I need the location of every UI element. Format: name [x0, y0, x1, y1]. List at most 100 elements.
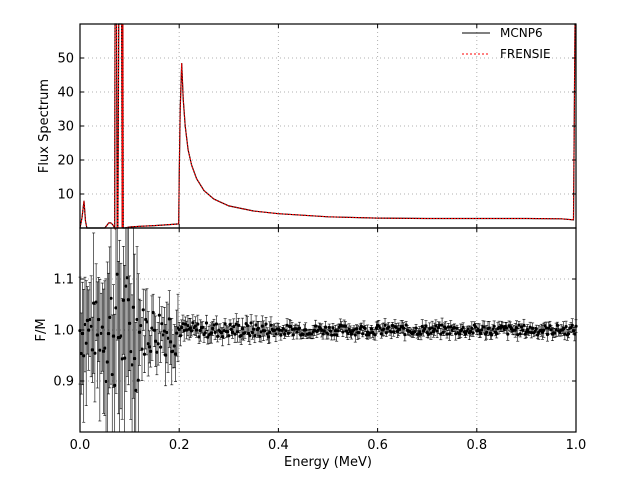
top-y-tick-label: 30	[57, 120, 74, 135]
ratio-point	[223, 322, 227, 326]
ratio-point	[233, 332, 237, 336]
ratio-point	[331, 326, 335, 330]
ratio-point	[390, 323, 395, 328]
ratio-point	[144, 317, 148, 322]
ratio-point	[135, 317, 139, 322]
ratio-point	[283, 332, 287, 336]
ratio-point	[570, 323, 574, 327]
ratio-point	[398, 327, 402, 331]
ratio-point	[492, 324, 496, 328]
ratio-point	[88, 317, 92, 322]
ratio-point	[414, 326, 418, 330]
ratio-point	[204, 321, 209, 325]
ratio-point	[418, 330, 422, 334]
ratio-point	[159, 345, 163, 349]
ratio-point	[349, 332, 354, 336]
ratio-point	[157, 313, 161, 317]
ratio-point	[104, 379, 108, 384]
ratio-point	[383, 323, 387, 327]
ratio-point	[477, 329, 481, 333]
ratio-point	[111, 334, 116, 338]
ratio-point	[155, 350, 159, 354]
ratio-point	[185, 328, 189, 332]
ratio-point	[471, 331, 475, 335]
ratio-point	[404, 323, 408, 327]
ratio-point	[260, 324, 264, 328]
ratio-point	[564, 325, 568, 329]
ratio-point	[181, 322, 185, 326]
ratio-point	[430, 326, 434, 330]
ratio-point	[291, 333, 295, 337]
ratio-point	[379, 332, 383, 336]
ratio-point	[478, 331, 483, 335]
ratio-point	[146, 342, 150, 346]
ratio-point	[353, 333, 357, 337]
ratio-point	[188, 326, 192, 330]
ratio-point	[501, 325, 505, 329]
ratio-point	[285, 323, 289, 327]
ratio-point	[92, 301, 96, 305]
ratio-point	[163, 353, 168, 357]
ratio-point	[99, 331, 103, 335]
ratio-point	[193, 324, 197, 328]
ratio-point	[352, 328, 356, 332]
ratio-point	[266, 335, 271, 339]
ratio-point	[480, 328, 484, 332]
top-y-tick-label: 10	[57, 188, 74, 203]
ratio-point	[142, 352, 147, 356]
ratio-point	[84, 341, 88, 345]
legend: MCNP6 FRENSIE	[462, 26, 551, 61]
ratio-point	[502, 327, 506, 331]
ratio-point	[436, 326, 440, 330]
ratio-point	[416, 332, 421, 336]
ratio-point	[517, 323, 521, 327]
ratio-point	[83, 322, 87, 327]
ratio-point	[229, 327, 233, 332]
ratio-point	[191, 321, 195, 325]
ratio-point	[171, 349, 175, 353]
ratio-point	[513, 328, 517, 332]
ratio-point	[563, 332, 567, 336]
ratio-point	[137, 330, 142, 334]
ratio-point	[214, 322, 218, 326]
ratio-point	[382, 327, 386, 331]
ratio-point	[439, 332, 443, 336]
ratio-point	[297, 326, 302, 330]
ratio-point	[424, 324, 428, 328]
ratio-point	[100, 325, 104, 329]
ratio-point	[136, 378, 140, 382]
ratio-point	[252, 327, 256, 331]
ratio-point	[294, 327, 298, 331]
x-tick-label: 0.4	[268, 438, 289, 453]
ratio-point	[225, 330, 230, 334]
ratio-point	[172, 344, 176, 348]
ratio-point	[154, 339, 158, 343]
x-tick-label: 0.8	[466, 438, 487, 453]
x-axis-label: Energy (MeV)	[284, 455, 372, 470]
ratio-point	[108, 315, 112, 319]
bottom-y-axis-label: F/M	[34, 318, 49, 341]
ratio-point	[175, 331, 179, 335]
ratio-point	[166, 336, 170, 340]
bottom-y-tick-label: 1.0	[53, 324, 74, 339]
ratio-point	[284, 329, 288, 333]
ratio-point	[340, 324, 344, 328]
ratio-point	[364, 333, 369, 337]
ratio-point	[449, 325, 453, 329]
ratio-point	[145, 320, 149, 324]
ratio-point	[469, 329, 473, 334]
ratio-point	[115, 272, 119, 276]
ratio-point	[87, 328, 91, 332]
x-tick-label: 0.6	[367, 438, 388, 453]
x-tick-label: 1.0	[566, 438, 587, 453]
ratio-point	[239, 333, 243, 338]
ratio-point	[152, 328, 156, 332]
ratio-point	[441, 330, 445, 335]
ratio-point	[435, 329, 439, 333]
ratio-point	[124, 284, 128, 288]
ratio-point	[194, 328, 199, 332]
ratio-point	[454, 332, 458, 336]
ratio-point	[129, 349, 133, 354]
ratio-point	[279, 333, 283, 337]
ratio-point	[522, 323, 526, 328]
